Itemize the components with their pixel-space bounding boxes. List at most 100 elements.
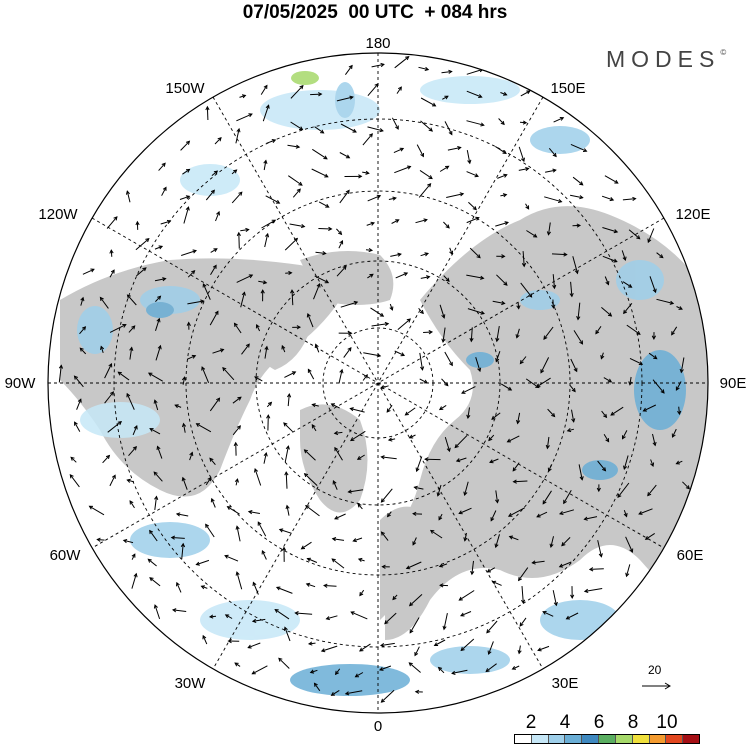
wind-vector-head <box>516 419 521 425</box>
wind-vector <box>656 252 664 258</box>
wind-vector <box>419 352 423 370</box>
wind-vector <box>543 326 554 340</box>
wind-vector-head <box>678 306 683 310</box>
wind-vector <box>362 374 368 381</box>
wind-vector-head <box>571 418 576 423</box>
wind-vector <box>486 620 498 634</box>
wind-vector-head <box>561 542 566 547</box>
wind-vector <box>464 481 469 496</box>
wind-vector-head <box>73 375 78 380</box>
wind-vector <box>335 668 341 675</box>
wind-vector-head <box>237 396 242 401</box>
wind-vector-head <box>192 249 197 254</box>
wind-vector-head <box>129 346 134 351</box>
wind-vector-head <box>536 383 541 388</box>
wind-vector-head <box>224 554 229 559</box>
wind-vector <box>487 567 496 573</box>
wind-vector <box>351 611 368 620</box>
wind-vector <box>136 267 147 277</box>
wind-vector <box>321 645 338 652</box>
wind-vector-head <box>551 412 556 418</box>
wind-vector-head <box>281 344 286 350</box>
wind-vector <box>187 300 204 305</box>
wind-vector-head <box>607 312 613 317</box>
wind-vector <box>179 195 190 200</box>
wind-vector <box>281 345 286 353</box>
wind-vector-head <box>88 505 94 510</box>
wind-vector <box>235 128 240 144</box>
wind-vector <box>519 617 527 627</box>
wind-vector <box>292 188 301 198</box>
wind-vector-head <box>245 343 250 348</box>
wind-vector <box>438 513 443 520</box>
wind-vector-head <box>583 516 588 521</box>
wind-vector-head <box>247 644 252 649</box>
wind-vector <box>210 248 218 253</box>
wind-vector <box>307 369 315 380</box>
wind-vector <box>572 176 584 186</box>
wind-vector <box>570 281 573 297</box>
wind-vector-head <box>495 357 500 363</box>
wind-vector <box>74 375 84 388</box>
wind-vector-head <box>275 199 281 204</box>
wind-vector <box>181 250 197 256</box>
wind-vector <box>381 531 389 541</box>
wind-vector-head <box>212 264 217 269</box>
wind-vector <box>578 464 583 480</box>
wind-vector-head <box>501 254 506 259</box>
wind-vector <box>628 229 641 240</box>
wind-vector-head <box>442 625 447 631</box>
wind-vector-head <box>677 410 682 416</box>
wind-vector <box>222 367 235 381</box>
wind-vector-head <box>153 471 158 476</box>
wind-vector-head <box>263 451 268 457</box>
wind-vector <box>310 669 318 673</box>
wind-vector <box>680 357 685 373</box>
wind-vector-head <box>365 170 370 175</box>
wind-vector <box>186 355 196 360</box>
wind-vector <box>650 459 654 467</box>
wind-vector-head <box>460 612 465 617</box>
wind-vector-head <box>559 117 565 121</box>
wind-vector-head <box>488 436 493 442</box>
wind-vector-head <box>153 399 158 404</box>
wind-vector-head <box>381 564 386 569</box>
wind-vector <box>305 505 320 517</box>
wind-vector <box>263 160 267 171</box>
wind-vector <box>381 456 397 460</box>
wind-vector-head <box>126 478 131 483</box>
wind-vector-head <box>180 542 186 548</box>
wind-vector-head <box>147 558 152 563</box>
wind-vector <box>518 146 525 162</box>
wind-vector-head <box>357 557 363 562</box>
wind-vector-head <box>405 565 411 570</box>
wind-vector-head <box>334 670 340 676</box>
wind-vector <box>79 347 87 355</box>
wind-vector-head <box>380 455 385 460</box>
wind-vector-head <box>432 102 437 107</box>
wind-vector-head <box>359 647 364 652</box>
wind-vector-head <box>675 460 680 465</box>
wind-vector-head <box>419 309 424 315</box>
wind-vector <box>234 323 242 334</box>
wind-vector <box>548 147 557 157</box>
wind-shade-patch <box>77 306 113 354</box>
wind-vector <box>601 195 614 201</box>
wind-shading <box>77 71 686 696</box>
wind-vector-head <box>334 446 339 452</box>
wind-vector <box>254 376 263 382</box>
wind-vector <box>132 425 138 436</box>
wind-vector-head <box>298 181 303 186</box>
wind-vector-head <box>185 168 191 173</box>
bering-region-land <box>300 251 394 305</box>
wind-vector <box>459 507 472 514</box>
wind-vector <box>466 150 471 164</box>
wind-vector-head <box>512 467 517 472</box>
wind-vector <box>202 635 208 645</box>
wind-vector-head <box>503 173 508 178</box>
wind-vector-head <box>108 362 113 368</box>
wind-vector <box>470 327 473 342</box>
wind-vector <box>542 490 552 505</box>
wind-vector <box>456 457 467 462</box>
